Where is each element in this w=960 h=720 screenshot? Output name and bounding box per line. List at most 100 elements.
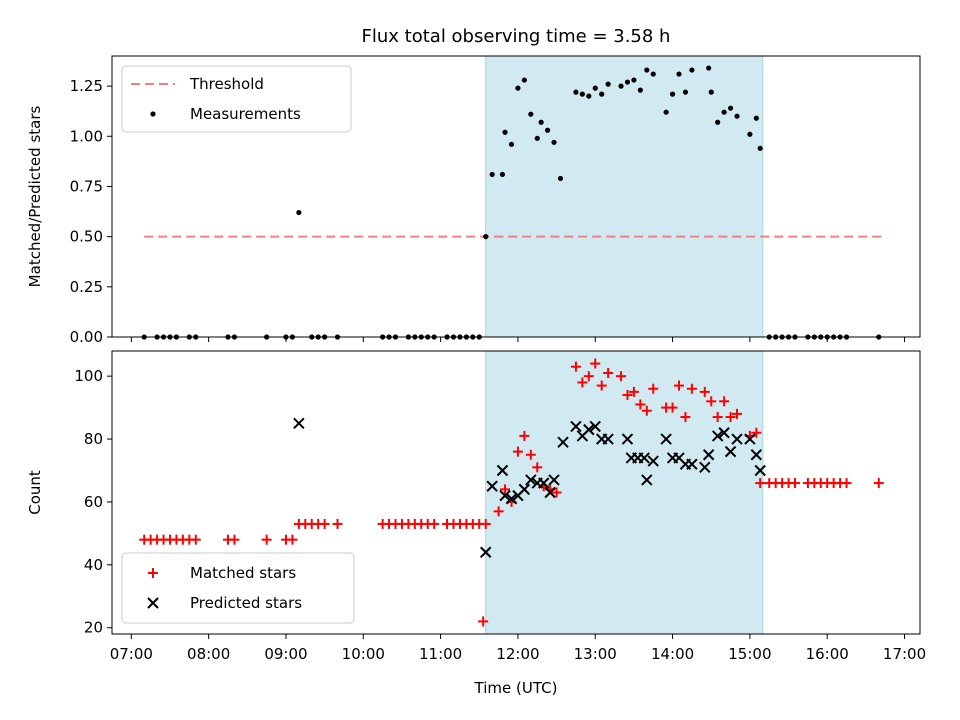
predicted-star-point [537,477,550,489]
x-tick-label: 15:00 [728,645,771,663]
matched-star-point [287,534,298,545]
predicted-star-point-b [557,436,569,448]
predicted-star-point [744,433,756,445]
measurement-point [708,89,714,95]
predicted-star-point-b [293,417,305,430]
matched-star-point [789,478,800,489]
predicted-star-point [750,449,763,461]
measurement-point [579,91,585,97]
predicted-star-point-b [718,427,730,439]
measurement-point [508,141,515,147]
matched-star-point [590,358,601,369]
measurement-point [644,67,650,73]
predicted-star-point [589,420,601,433]
matched-star-point [680,412,691,423]
predicted-star-point-b [496,464,509,477]
x-tick-label: 10:00 [342,645,385,663]
matched-star-point [732,408,743,419]
matched-star-point [229,534,240,545]
measurement-point [706,65,712,71]
predicted-star-point-b [518,483,531,496]
legend-threshold-label: Threshold [189,75,264,93]
legend-predicted-swatch [147,597,159,609]
measurement-point [521,77,527,83]
measurement-point [631,77,637,83]
y-axis-title: Matched/Predicted stars [26,106,44,288]
x-tick-label: 12:00 [496,645,539,663]
measurement-point [599,91,605,97]
matched-star-point [873,478,884,489]
legend-measurements-swatch [150,111,156,117]
legend-matched-label: Matched stars [190,564,296,582]
matched-star-point [755,478,766,489]
matched-star-point [429,518,440,529]
x-axis-title: Time (UTC) [474,679,558,697]
predicted-star-point-b [744,433,756,445]
measurement-point [551,139,557,145]
matched-star-point [686,383,697,394]
matched-star-point [648,383,659,394]
matched-star-point [493,506,504,517]
measurement-point [592,85,598,91]
measurement-point [753,115,759,121]
x-tick-label: 07:00 [110,645,153,663]
matched-star-point [319,518,330,529]
ratio-legend: Threshold Measurements [121,65,352,133]
measurement-point [650,71,656,77]
x-tick-label: 17:00 [883,645,926,663]
predicted-star-point [702,449,715,461]
matched-star-point [532,462,543,473]
y-tick-label: 0.75 [70,177,103,195]
predicted-star-point-b [686,458,698,470]
matched-star-point [480,518,491,529]
x-tick-label: 09:00 [264,645,307,663]
measurement-point [515,85,521,91]
ratio-panel: 0.00 0.25 0.50 0.75 1.00 1.25 Matched/Predicte… [26,55,921,346]
predicted-star-point-b [699,461,711,474]
x-tick-label: 11:00 [419,645,462,663]
matched-star-point [525,449,536,460]
measurement-point [624,79,631,85]
predicted-star-point [499,489,511,502]
measurement-point [721,109,727,115]
predicted-star-point [557,436,569,448]
predicted-star-point-b [731,433,743,445]
chart-title: Flux total observing time = 3.58 h [362,26,671,47]
predicted-star-point [293,417,305,430]
matched-star-point [674,380,685,391]
predicted-star-point-b [711,430,724,442]
measurement-point [734,113,740,119]
x-tick-label: 14:00 [651,645,694,663]
predicted-star-point-b [641,474,653,486]
measurement-point [637,87,643,93]
x-tick-label: 08:00 [187,645,230,663]
predicted-star-point-b [750,449,763,461]
predicted-star-point-b [673,452,685,464]
predicted-star-point-b [647,455,659,467]
predicted-star-point [724,445,737,458]
matched-star-point [622,390,633,401]
measurement-point [715,119,721,125]
predicted-star-point-b [548,474,560,486]
y-tick-label: 100 [74,367,103,385]
y-tick-label: 60 [84,493,103,511]
predicted-star-point [505,493,518,505]
predicted-star-point [525,474,537,486]
matched-star-point [570,361,581,372]
observing-window-span [485,55,764,338]
measurement-point [534,135,540,141]
measurement-point [747,131,753,137]
measurement-point [557,175,564,182]
y-tick-label: 1.00 [70,127,103,145]
y-tick-label: 40 [84,556,103,574]
predicted-star-point-b [486,480,498,492]
predicted-star-point-b [724,445,737,458]
y-tick-label: 80 [84,430,103,448]
measurement-point [528,111,534,117]
matched-star-point [641,405,652,416]
matched-star-point [667,402,678,413]
matched-star-point [725,412,736,423]
legend-measurements-label: Measurements [190,105,301,123]
predicted-star-point-b [570,420,582,433]
predicted-star-point [638,452,650,464]
